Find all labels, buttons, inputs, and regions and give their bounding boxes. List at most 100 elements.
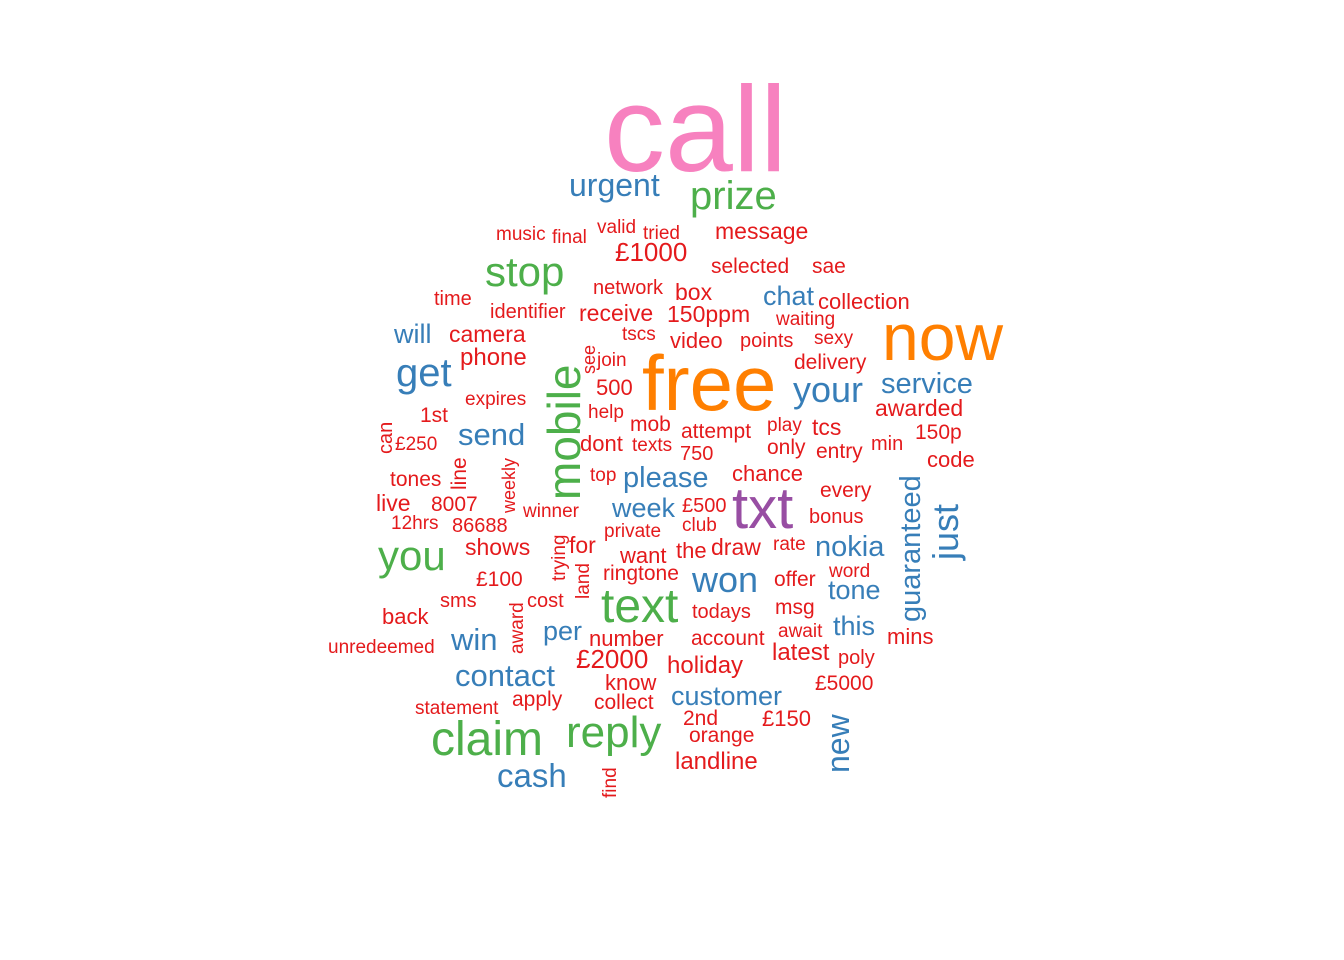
word-send: send: [458, 417, 526, 452]
word-landline: landline: [675, 748, 758, 775]
word-play: play: [767, 415, 802, 436]
word-message: message: [715, 218, 809, 244]
word-win: win: [451, 622, 498, 657]
word-new: new: [820, 714, 856, 773]
word-box: box: [675, 279, 713, 305]
word-latest: latest: [772, 639, 830, 666]
word-free: free: [642, 339, 777, 427]
word-please: please: [623, 462, 709, 494]
word-will: will: [394, 319, 432, 349]
word-gbp250: £250: [395, 434, 438, 455]
word-word: word: [829, 561, 871, 582]
word-only: only: [767, 436, 806, 459]
word-todays: todays: [692, 601, 751, 623]
word-waiting: waiting: [776, 309, 836, 330]
word-get: get: [396, 351, 452, 395]
word-nokia: nokia: [815, 531, 885, 563]
word-text: text: [601, 580, 679, 633]
word-tones: tones: [390, 468, 442, 491]
word-winner: winner: [523, 501, 579, 522]
word-gbp5000: £5000: [815, 672, 874, 695]
word-expires: expires: [465, 389, 527, 410]
word-sms: sms: [440, 590, 477, 612]
word-claim: claim: [431, 713, 544, 766]
word-gbp100: £100: [476, 568, 523, 591]
word-chat: chat: [763, 281, 815, 311]
word-trying: trying: [549, 534, 570, 581]
word-1st: 1st: [420, 404, 449, 427]
word-service: service: [881, 368, 973, 400]
word-award: award: [507, 602, 528, 654]
word-guaranteed: guaranteed: [895, 475, 927, 622]
word-identifier: identifier: [490, 301, 566, 323]
word-collect: collect: [594, 691, 654, 714]
word-unredeemed: unredeemed: [328, 637, 435, 658]
word-entry: entry: [816, 440, 863, 463]
word-sae: sae: [812, 255, 846, 278]
word-account: account: [691, 627, 765, 650]
word-150ppm: 150ppm: [667, 301, 751, 327]
word-txt: txt: [732, 476, 794, 541]
word-cash: cash: [497, 757, 567, 794]
word-every: every: [820, 479, 872, 502]
word-2nd: 2nd: [683, 707, 719, 730]
word-you: you: [378, 532, 446, 579]
word-prize: prize: [690, 174, 777, 218]
word-86688: 86688: [452, 515, 508, 537]
word-join: join: [597, 350, 627, 371]
word-tried: tried: [643, 223, 680, 244]
word-final: final: [552, 227, 587, 248]
word-week: week: [612, 493, 676, 523]
word-live: live: [376, 490, 411, 516]
word-150p: 150p: [915, 421, 962, 444]
word-stop: stop: [485, 248, 565, 295]
word-video: video: [670, 328, 723, 353]
word-urgent: urgent: [569, 167, 660, 203]
word-chance: chance: [732, 461, 803, 486]
word-bonus: bonus: [809, 506, 864, 528]
word-holiday: holiday: [667, 652, 744, 679]
word-can: can: [375, 421, 397, 454]
word-mins: mins: [887, 624, 934, 649]
word-now: now: [882, 300, 1004, 374]
word-points: points: [740, 330, 794, 352]
word-draw: draw: [711, 534, 761, 560]
word-cost: cost: [527, 590, 564, 612]
word-statement: statement: [415, 698, 499, 719]
word-music: music: [496, 224, 546, 245]
word-sexy: sexy: [814, 328, 854, 349]
word-want: want: [620, 543, 667, 568]
word-per: per: [543, 616, 583, 646]
word-this: this: [833, 611, 876, 641]
word-dont: dont: [580, 431, 623, 456]
word-reply: reply: [566, 708, 662, 757]
word-await: await: [778, 621, 823, 642]
word-apply: apply: [512, 688, 563, 711]
word-find: find: [600, 767, 621, 798]
word-the: the: [676, 538, 707, 563]
word-750: 750: [680, 443, 714, 465]
word-phone: phone: [460, 344, 527, 371]
word-line: line: [448, 457, 471, 490]
word-attempt: attempt: [681, 420, 752, 443]
word-time: time: [434, 288, 472, 310]
word-land: land: [573, 563, 594, 599]
word-code: code: [927, 447, 975, 472]
word-msg: msg: [775, 596, 815, 619]
word-poly: poly: [838, 647, 875, 669]
word-receive: receive: [579, 300, 654, 326]
word-see: see: [579, 344, 599, 374]
word-min: min: [871, 433, 904, 455]
word-weekly: weekly: [499, 457, 519, 513]
word-back: back: [382, 604, 429, 629]
word-private: private: [604, 521, 662, 542]
word-for: for: [569, 532, 596, 558]
word-tscs: tscs: [622, 324, 656, 345]
word-valid: valid: [597, 217, 637, 238]
word-just: just: [925, 503, 966, 560]
word-collection: collection: [818, 289, 910, 314]
word-awarded: awarded: [875, 395, 964, 421]
word-won: won: [692, 559, 759, 600]
word-call: call: [604, 61, 788, 197]
